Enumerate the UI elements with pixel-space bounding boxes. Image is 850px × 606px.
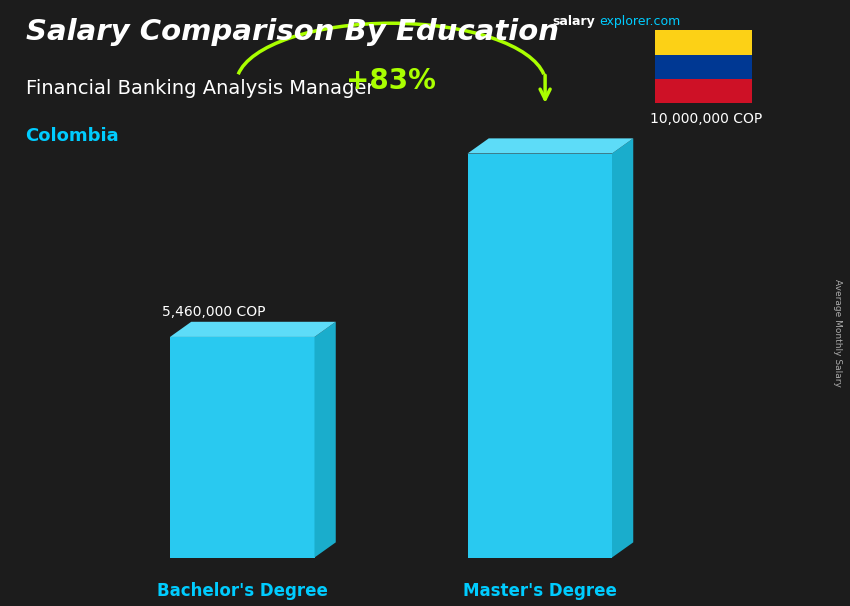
Text: Salary Comparison By Education: Salary Comparison By Education bbox=[26, 18, 558, 46]
Text: Bachelor's Degree: Bachelor's Degree bbox=[156, 582, 328, 600]
Text: salary: salary bbox=[552, 15, 595, 28]
Polygon shape bbox=[468, 138, 633, 153]
Polygon shape bbox=[170, 322, 336, 337]
Polygon shape bbox=[314, 322, 336, 558]
Text: +83%: +83% bbox=[346, 67, 436, 95]
Text: explorer.com: explorer.com bbox=[599, 15, 681, 28]
Polygon shape bbox=[612, 138, 633, 558]
Text: Colombia: Colombia bbox=[26, 127, 119, 145]
Text: Average Monthly Salary: Average Monthly Salary bbox=[833, 279, 842, 387]
Text: Master's Degree: Master's Degree bbox=[462, 582, 617, 600]
Bar bbox=[654, 79, 752, 103]
Bar bbox=[654, 55, 752, 79]
Text: 10,000,000 COP: 10,000,000 COP bbox=[650, 112, 762, 126]
Polygon shape bbox=[468, 153, 612, 558]
Text: 5,460,000 COP: 5,460,000 COP bbox=[162, 305, 265, 319]
Polygon shape bbox=[170, 337, 314, 558]
Bar bbox=[654, 30, 752, 55]
Text: Financial Banking Analysis Manager: Financial Banking Analysis Manager bbox=[26, 79, 374, 98]
